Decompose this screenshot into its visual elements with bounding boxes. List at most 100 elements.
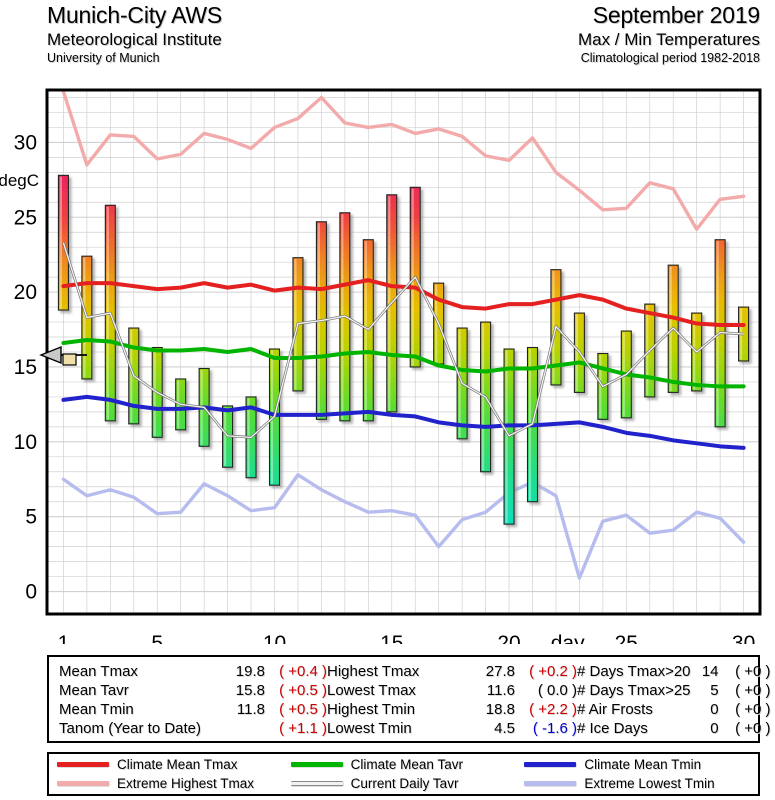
climate-mean-lines (61, 278, 746, 450)
stat-label: Tanom (Year to Date) (59, 720, 202, 737)
stat-row: Highest Tmin 18.8 ( +2.2 ) (327, 700, 577, 719)
stat-row: Tanom (Year to Date) ( +1.1 ) (59, 719, 327, 738)
stats-column-means: Mean Tmax 19.8 ( +0.4 ) Mean Tavr 15.8 (… (59, 662, 327, 738)
legend-swatch-icon (524, 781, 577, 786)
chart-subtitle: Max / Min Temperatures (577, 30, 760, 49)
stat-anomaly: ( +0.5 ) (279, 701, 327, 718)
stat-value: 19.8 (235, 663, 265, 680)
chart-header: Munich-City AWS Meteorological Institute… (0, 0, 775, 84)
stat-row: Mean Tmin 11.8 ( +0.5 ) (59, 700, 327, 719)
stat-label: # Ice Days (577, 720, 648, 737)
stat-label: Lowest Tmax (327, 682, 416, 699)
x-axis-tick-label: 10 (263, 632, 286, 644)
stat-anomaly: ( +0.4 ) (279, 663, 327, 680)
stat-value: 15.8 (235, 682, 265, 699)
x-axis-tick-label: 25 (615, 632, 638, 644)
chart-legend: Climate Mean Tmax Extreme Highest Tmax C… (47, 752, 760, 796)
legend-swatch-icon (290, 762, 343, 767)
stat-label: # Days Tmax>20 (577, 663, 691, 680)
legend-column-tmin: Climate Mean Tmin Extreme Lowest Tmin (524, 756, 758, 792)
statistics-panel: Mean Tmax 19.8 ( +0.4 ) Mean Tavr 15.8 (… (47, 655, 771, 743)
stat-anomaly: ( -1.6 ) (532, 720, 577, 737)
legend-item: Climate Mean Tmin (524, 756, 758, 773)
stat-anomaly: ( +0 ) (735, 663, 771, 680)
stat-row: # Days Tmax>25 5 ( +0 ) (577, 681, 771, 700)
stat-value: 4.5 (494, 720, 515, 737)
legend-column-tmax: Climate Mean Tmax Extreme Highest Tmax (57, 756, 291, 792)
y-axis-tick-label: 25 (14, 206, 37, 229)
institute-name: Meteorological Institute (47, 30, 222, 49)
university-name: University of Munich (47, 51, 160, 65)
header-right-block: September 2019 Max / Min Temperatures Cl… (578, 2, 760, 67)
legend-swatch-icon (524, 762, 577, 767)
stat-anomaly: ( +0.5 ) (279, 682, 327, 699)
stat-label: Highest Tmin (327, 701, 416, 718)
stat-anomaly: ( 0.0 ) (537, 682, 577, 699)
stat-value: 11.6 (486, 682, 515, 699)
stat-value: 14 (701, 663, 719, 680)
stats-column-day-counts: # Days Tmax>20 14 ( +0 ) # Days Tmax>25 … (577, 662, 771, 738)
extreme-lines (61, 89, 746, 580)
stat-label: # Days Tmax>25 (577, 682, 691, 699)
x-axis-tick-label: 15 (380, 632, 403, 644)
period-title: September 2019 (592, 2, 760, 28)
stat-label: Mean Tmin (59, 701, 134, 718)
stat-row: Highest Tmax 27.8 ( +0.2 ) (327, 662, 577, 681)
stat-value: 0 (710, 720, 719, 737)
stat-label: Mean Tmax (59, 663, 138, 680)
header-left-block: Munich-City AWS Meteorological Institute… (47, 2, 222, 67)
stat-value: 18.8 (485, 701, 515, 718)
legend-label: Climate Mean Tavr (350, 757, 463, 772)
legend-item: Extreme Lowest Tmin (524, 775, 758, 792)
legend-label: Extreme Highest Tmax (117, 776, 255, 791)
stat-label: Mean Tavr (59, 682, 129, 699)
mean-tavr-arrow-icon (39, 345, 87, 366)
legend-label: Extreme Lowest Tmin (584, 776, 715, 791)
stat-value: 11.8 (236, 701, 265, 718)
legend-swatch-icon (290, 781, 343, 786)
stat-row: # Ice Days 0 ( +0 ) (577, 719, 771, 738)
stat-anomaly: ( +2.2 ) (529, 701, 577, 718)
stat-row: Lowest Tmin 4.5 ( -1.6 ) (327, 719, 577, 738)
x-axis-tick-label: 1 (58, 632, 70, 644)
x-axis-tick-label: 30 (732, 632, 755, 644)
stat-row: Mean Tmax 19.8 ( +0.4 ) (59, 662, 327, 681)
x-axis-tick-label: 20 (497, 632, 520, 644)
legend-item: Climate Mean Tmax (57, 756, 291, 773)
stat-anomaly: ( +0 ) (735, 682, 771, 699)
current-daily-tavr-line (62, 242, 744, 439)
x-axis-tick-label: 5 (151, 632, 163, 644)
stat-value: 0 (710, 701, 719, 718)
climatological-period: Climatological period 1982-2018 (580, 51, 760, 65)
stat-row: # Days Tmax>20 14 ( +0 ) (577, 662, 771, 681)
y-axis-labels: 0 5 10 15 20 25 30 degC (0, 131, 39, 603)
station-title: Munich-City AWS (47, 2, 223, 28)
x-axis-title: day (551, 632, 585, 644)
legend-swatch-icon (57, 762, 109, 767)
stat-anomaly: ( +0.2 ) (529, 663, 577, 680)
y-axis-tick-label: 20 (14, 281, 37, 304)
stats-column-extremes: Highest Tmax 27.8 ( +0.2 ) Lowest Tmax 1… (327, 662, 577, 738)
y-axis-tick-label: 5 (25, 506, 37, 529)
stat-anomaly: ( +0 ) (735, 720, 771, 737)
stat-value: 27.8 (485, 663, 515, 680)
legend-item: Climate Mean Tavr (290, 756, 525, 773)
legend-item: Current Daily Tavr (290, 775, 525, 792)
y-axis-tick-label: 0 (25, 581, 37, 604)
stat-label: Highest Tmax (327, 663, 420, 680)
y-axis-tick-label: 15 (14, 356, 37, 379)
legend-label: Climate Mean Tmin (584, 757, 702, 772)
y-axis-tick-label: 30 (14, 131, 37, 154)
y-axis-unit-label: degC (0, 171, 39, 190)
stat-anomaly: ( +1.1 ) (279, 720, 327, 737)
y-axis-tick-label: 10 (14, 431, 37, 454)
legend-label: Current Daily Tavr (350, 776, 459, 791)
stat-row: # Air Frosts 0 ( +0 ) (577, 700, 771, 719)
stat-row: Mean Tavr 15.8 ( +0.5 ) (59, 681, 327, 700)
legend-column-tavr: Climate Mean Tavr Current Daily Tavr (290, 756, 525, 792)
stat-label: Lowest Tmin (327, 720, 412, 737)
stat-row: Lowest Tmax 11.6 ( 0.0 ) (327, 681, 577, 700)
